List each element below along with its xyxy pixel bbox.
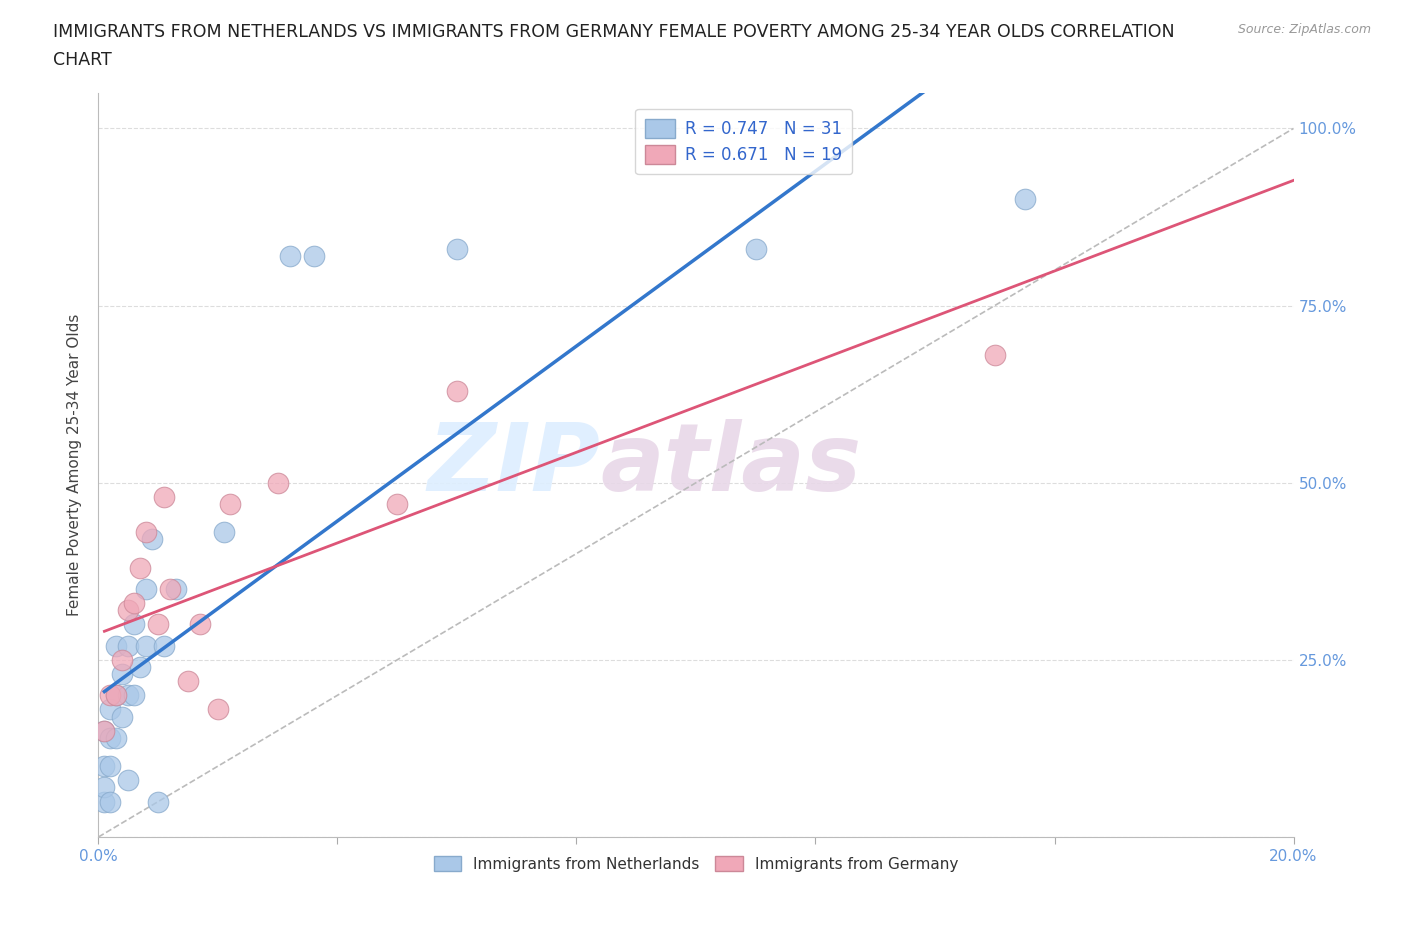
Point [302, 248, 325, 263]
Point [159, 581, 181, 596]
Legend: Immigrants from Netherlands, Immigrants from Germany: Immigrants from Netherlands, Immigrants … [427, 849, 965, 878]
Point [129, 560, 152, 575]
Point [129, 659, 152, 674]
Point [135, 525, 157, 539]
Point [745, 242, 768, 257]
Point [135, 638, 157, 653]
Point [212, 525, 235, 539]
Point [98, 702, 122, 717]
Point [93, 724, 115, 738]
Text: atlas: atlas [600, 419, 862, 511]
Point [207, 702, 229, 717]
Point [98, 759, 122, 774]
Point [124, 596, 146, 611]
Point [148, 794, 170, 809]
Point [148, 617, 170, 631]
Y-axis label: Female Poverty Among 25-34 Year Olds: Female Poverty Among 25-34 Year Olds [67, 313, 83, 617]
Point [98, 730, 122, 745]
Point [98, 794, 122, 809]
Point [93, 780, 115, 795]
Point [153, 638, 176, 653]
Point [1014, 192, 1036, 206]
Point [124, 688, 146, 703]
Point [98, 688, 122, 703]
Point [105, 688, 128, 703]
Text: Source: ZipAtlas.com: Source: ZipAtlas.com [1237, 23, 1371, 36]
Text: CHART: CHART [53, 51, 112, 69]
Point [117, 688, 139, 703]
Point [124, 617, 146, 631]
Point [188, 617, 211, 631]
Point [135, 581, 157, 596]
Point [117, 638, 139, 653]
Text: ZIP: ZIP [427, 419, 600, 511]
Point [141, 532, 163, 547]
Point [117, 603, 139, 618]
Point [105, 730, 128, 745]
Point [446, 383, 468, 398]
Point [117, 773, 139, 788]
Point [219, 497, 242, 512]
Point [153, 489, 176, 504]
Point [267, 475, 290, 490]
Point [93, 759, 115, 774]
Point [105, 688, 128, 703]
Point [111, 667, 134, 682]
Point [93, 794, 115, 809]
Text: IMMIGRANTS FROM NETHERLANDS VS IMMIGRANTS FROM GERMANY FEMALE POVERTY AMONG 25-3: IMMIGRANTS FROM NETHERLANDS VS IMMIGRANT… [53, 23, 1175, 41]
Point [984, 348, 1007, 363]
Point [93, 724, 115, 738]
Point [446, 242, 468, 257]
Point [111, 653, 134, 668]
Point [165, 581, 187, 596]
Point [278, 248, 301, 263]
Point [385, 497, 409, 512]
Point [111, 709, 134, 724]
Point [177, 673, 200, 688]
Point [105, 638, 128, 653]
